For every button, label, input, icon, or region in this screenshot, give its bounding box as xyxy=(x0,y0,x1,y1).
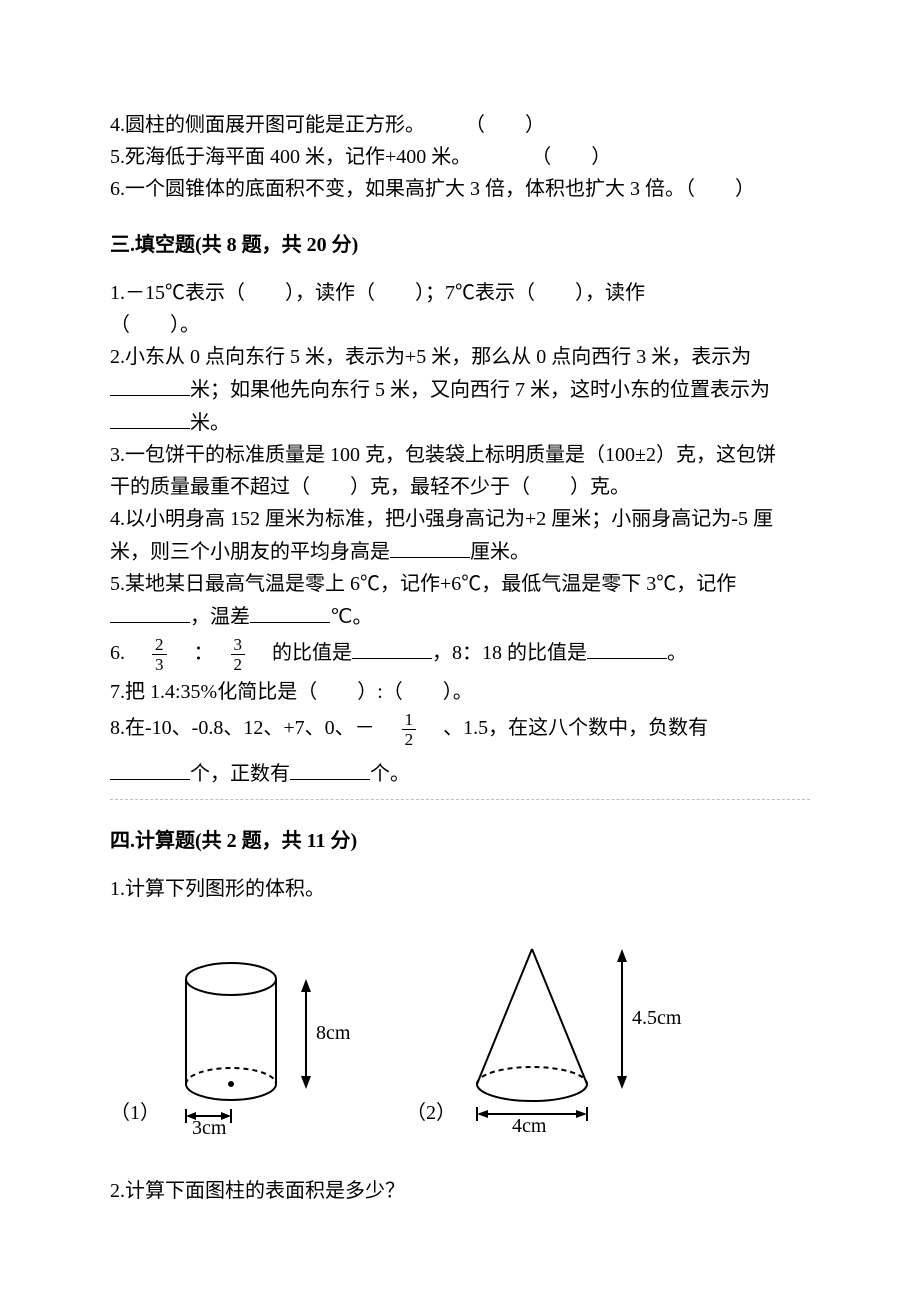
text: 米。 xyxy=(190,412,230,434)
s4-q2: 2.计算下面图柱的表面积是多少？ xyxy=(110,1176,810,1206)
cone-height-label: 4.5cm xyxy=(632,1007,682,1029)
blank xyxy=(352,637,432,659)
figure-1-label: （1） xyxy=(110,1098,160,1128)
blank xyxy=(110,374,190,396)
text: 个，正数有 xyxy=(190,763,290,785)
s3-q4-line1: 4.以小明身高 152 厘米为标准，把小强身高记为+2 厘米；小丽身高记为-5 … xyxy=(110,504,810,534)
blank xyxy=(110,758,190,780)
text: 厘米。 xyxy=(470,541,530,563)
divider xyxy=(110,799,810,800)
text: 6. xyxy=(110,642,145,664)
s3-q5-line1: 5.某地某日最高气温是零上 6℃，记作+6℃，最低气温是零下 3℃，记作 xyxy=(110,569,810,599)
s3-q2-line1: 2.小东从 0 点向东行 5 米，表示为+5 米，那么从 0 点向西行 3 米，… xyxy=(110,342,810,372)
text: 的比值是 xyxy=(252,642,352,664)
text: 8.在-10、-0.8、12、+7、0、－ xyxy=(110,717,395,739)
blank xyxy=(250,601,330,623)
denominator: 3 xyxy=(152,654,167,673)
tf-q6: 6.一个圆锥体的底面积不变，如果高扩大 3 倍，体积也扩大 3 倍。（ ） xyxy=(110,174,810,204)
cyl-height-label: 8cm xyxy=(316,1022,351,1044)
cone-svg: 4.5cm 4cm xyxy=(462,934,692,1134)
figures-row: （1） 8cm 3cm （2） xyxy=(110,934,810,1134)
s3-q2-line3: 米。 xyxy=(110,407,810,438)
cyl-radius-label: 3cm xyxy=(192,1117,227,1134)
fraction: 1 2 xyxy=(402,711,417,748)
text: 个。 xyxy=(370,763,410,785)
text: 。 xyxy=(667,642,687,664)
s3-q1-line2: （ ）。 xyxy=(110,310,810,340)
section4-header: 四.计算题(共 2 题，共 11 分) xyxy=(110,826,810,856)
numerator: 2 xyxy=(152,636,167,654)
blank xyxy=(390,536,470,558)
text: 米，则三个小朋友的平均身高是 xyxy=(110,541,390,563)
s3-q8-line1: 8.在-10、-0.8、12、+7、0、－ 1 2 、1.5，在这八个数中，负数… xyxy=(110,711,810,748)
s3-q5-line2: ，温差 ℃。 xyxy=(110,601,810,632)
fraction: 3 2 xyxy=(231,636,246,673)
text: 、1.5，在这八个数中，负数有 xyxy=(423,717,708,739)
figure-2: （2） 4.5cm 4cm xyxy=(406,934,692,1134)
numerator: 3 xyxy=(231,636,246,654)
denominator: 2 xyxy=(402,729,417,748)
figure-1: （1） 8cm 3cm xyxy=(110,944,356,1134)
text: ： xyxy=(174,642,224,664)
s3-q6: 6. 2 3 ： 3 2 的比值是 ，8：18 的比值是 。 xyxy=(110,636,810,673)
tf-q5: 5.死海低于海平面 400 米，记作+400 米。 （ ） xyxy=(110,142,810,172)
fraction: 2 3 xyxy=(152,636,167,673)
s3-q1-line1: 1.－15℃表示（ ），读作（ ）；7℃表示（ ），读作 xyxy=(110,278,810,308)
s3-q7: 7.把 1.4:35%化简比是（ ）:（ ）。 xyxy=(110,677,810,707)
s4-q1: 1.计算下列图形的体积。 xyxy=(110,874,810,904)
blank xyxy=(110,601,190,623)
blank xyxy=(290,758,370,780)
s3-q3-line2: 干的质量最重不超过（ ）克，最轻不少于（ ）克。 xyxy=(110,472,810,502)
figure-2-label: （2） xyxy=(406,1098,456,1128)
blank xyxy=(110,407,190,429)
s3-q4-line2: 米，则三个小朋友的平均身高是 厘米。 xyxy=(110,536,810,567)
section3-header: 三.填空题(共 8 题，共 20 分) xyxy=(110,230,810,260)
text: ℃。 xyxy=(330,606,372,628)
numerator: 1 xyxy=(402,711,417,729)
s3-q3-line1: 3.一包饼干的标准质量是 100 克，包装袋上标明质量是（100±2）克，这包饼 xyxy=(110,440,810,470)
tf-q4: 4.圆柱的侧面展开图可能是正方形。 （ ） xyxy=(110,110,810,140)
denominator: 2 xyxy=(231,654,246,673)
s3-q2-line2: 米；如果他先向东行 5 米，又向西行 7 米，这时小东的位置表示为 xyxy=(110,374,810,405)
text: ，温差 xyxy=(190,606,250,628)
blank xyxy=(587,637,667,659)
text: ，8：18 的比值是 xyxy=(432,642,587,664)
text: 米；如果他先向东行 5 米，又向西行 7 米，这时小东的位置表示为 xyxy=(190,379,770,401)
s3-q8-line2: 个，正数有 个。 xyxy=(110,758,810,789)
cylinder-svg: 8cm 3cm xyxy=(166,944,356,1134)
cone-diameter-label: 4cm xyxy=(512,1115,547,1134)
